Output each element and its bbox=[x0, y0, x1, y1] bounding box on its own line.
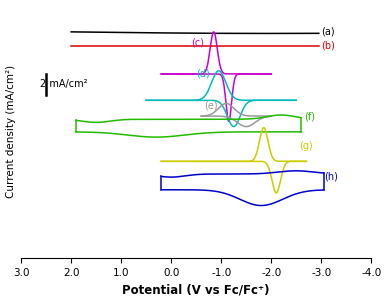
Text: (h): (h) bbox=[324, 171, 338, 181]
Text: (b): (b) bbox=[321, 40, 335, 50]
Text: (g): (g) bbox=[299, 140, 313, 150]
Text: 2 mA/cm²: 2 mA/cm² bbox=[40, 79, 87, 89]
Text: (a): (a) bbox=[321, 27, 335, 37]
Text: (d): (d) bbox=[196, 69, 210, 79]
Text: (f): (f) bbox=[304, 111, 315, 121]
Text: (e): (e) bbox=[204, 101, 217, 111]
X-axis label: Potential (V vs Fc/Fc⁺): Potential (V vs Fc/Fc⁺) bbox=[122, 284, 270, 297]
Y-axis label: Current density (mA/cm²): Current density (mA/cm²) bbox=[5, 65, 15, 198]
Text: (c): (c) bbox=[191, 37, 204, 47]
